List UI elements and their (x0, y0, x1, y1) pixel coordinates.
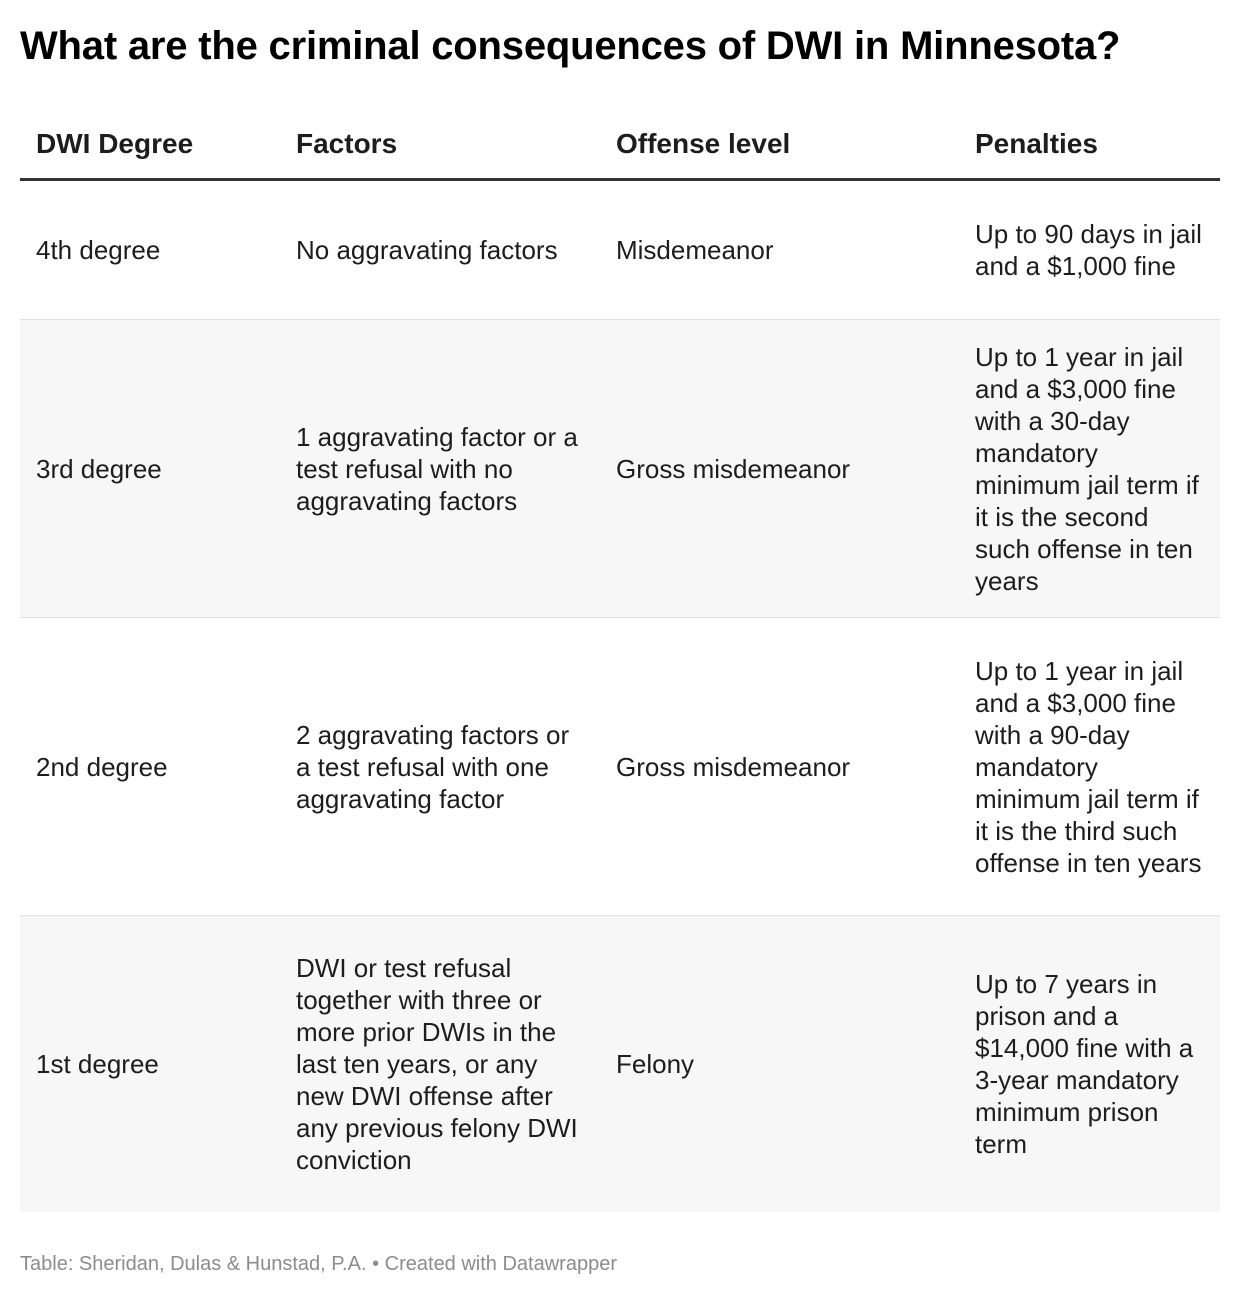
offense-level-cell: Gross misdemeanor (616, 751, 851, 782)
table-row: 3rd degree 1 aggravating factor or a tes… (20, 320, 1220, 618)
degree-cell: 4th degree (36, 235, 161, 265)
table-row: 4th degree No aggravating factors Misdem… (20, 181, 1220, 320)
page-title: What are the criminal consequences of DW… (20, 24, 1121, 68)
degree-cell: 2nd degree (36, 751, 168, 782)
table-header-row: DWI Degree Factors Offense level Penalti… (20, 110, 1220, 181)
footer-separator: • (372, 1253, 380, 1275)
offense-level-cell: Misdemeanor (616, 235, 774, 265)
penalties-cell: Up to 1 year in jail and a $3,000 fine w… (975, 341, 1199, 596)
table-footer: Table: Sheridan, Dulas & Hunstad, P.A. •… (20, 1250, 617, 1278)
source-note: Table: Sheridan, Dulas & Hunstad, P.A. (20, 1253, 367, 1275)
factors-cell: 2 aggravating factors or a test refusal … (296, 719, 570, 814)
penalties-cell: Up to 7 years in prison and a $14,000 fi… (975, 969, 1194, 1159)
factors-cell: No aggravating factors (296, 235, 558, 265)
table-row: 1st degree DWI or test refusal together … (20, 916, 1220, 1212)
factors-cell: 1 aggravating factor or a test refusal w… (296, 421, 578, 516)
column-header-offense-level: Offense level (616, 128, 791, 159)
penalties-cell: Up to 1 year in jail and a $3,000 fine w… (975, 655, 1202, 878)
offense-level-cell: Felony (616, 1049, 695, 1079)
degree-cell: 1st degree (36, 1049, 159, 1079)
table-row: 2nd degree 2 aggravating factors or a te… (20, 618, 1220, 916)
dwi-consequences-table: DWI Degree Factors Offense level Penalti… (20, 110, 1220, 1212)
degree-cell: 3rd degree (36, 453, 162, 484)
datawrapper-credit: Created with Datawrapper (384, 1253, 617, 1275)
column-header-penalties: Penalties (975, 128, 1098, 159)
offense-level-cell: Gross misdemeanor (616, 453, 851, 484)
column-header-factors: Factors (296, 128, 398, 159)
factors-cell: DWI or test refusal together with three … (296, 953, 578, 1175)
column-header-dwi-degree: DWI Degree (36, 128, 194, 159)
penalties-cell: Up to 90 days in jail and a $1,000 fine (975, 219, 1202, 281)
